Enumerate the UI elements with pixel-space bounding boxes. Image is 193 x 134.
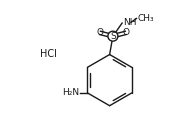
Circle shape xyxy=(108,31,118,41)
Text: NH: NH xyxy=(123,18,136,27)
Text: O: O xyxy=(122,28,129,37)
Text: H₂N: H₂N xyxy=(63,88,80,97)
Text: O: O xyxy=(96,28,103,37)
Text: HCl: HCl xyxy=(40,49,56,59)
Text: CH₃: CH₃ xyxy=(137,14,154,23)
Text: S: S xyxy=(110,32,116,41)
